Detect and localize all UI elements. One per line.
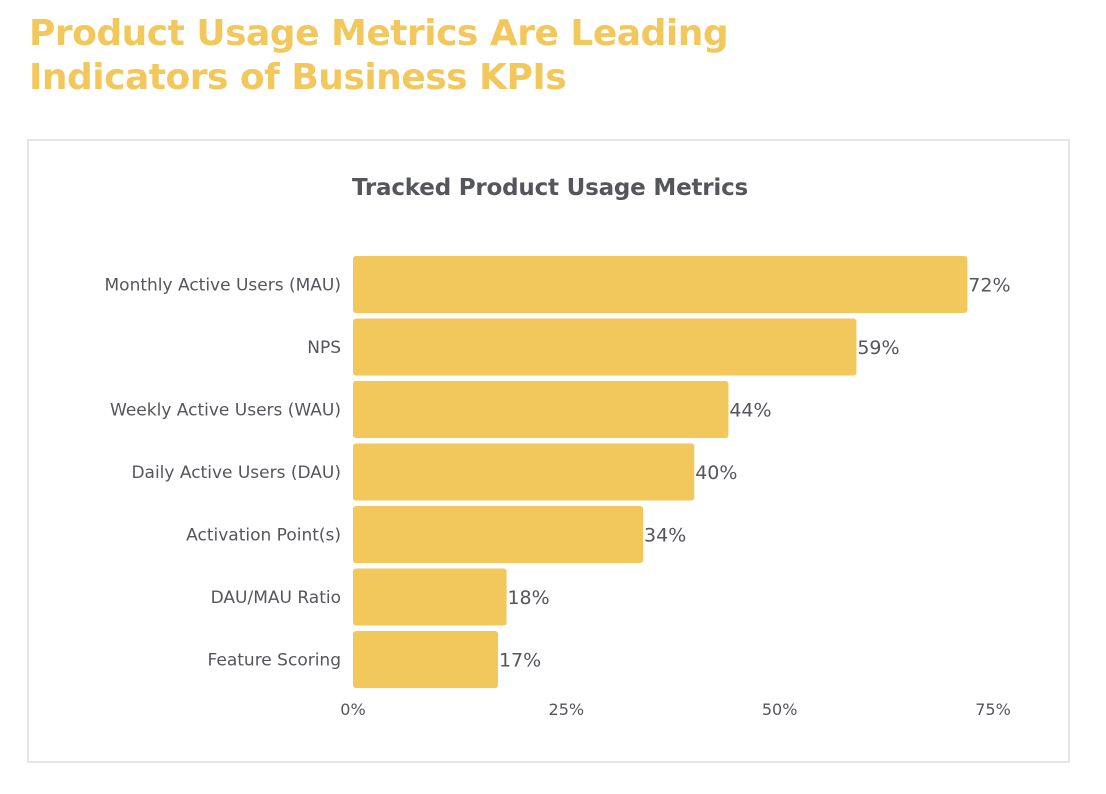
category-label: Daily Active Users (DAU) [131,463,341,483]
bar-1 [353,318,857,376]
headline: Product Usage Metrics Are Leading Indica… [29,13,729,98]
x-tick-label: 25% [549,700,585,719]
value-label: 40% [695,462,737,484]
value-label: 44% [729,400,771,422]
bar-0 [353,256,968,313]
bar-2 [353,381,729,438]
bar-4 [353,506,644,563]
value-label: 34% [644,525,686,547]
category-label: Weekly Active Users (WAU) [110,401,341,421]
value-label: 72% [968,275,1010,297]
category-label: Activation Point(s) [186,526,341,546]
bar-5 [353,568,507,626]
x-tick-label: 50% [762,700,798,719]
chart-title: Tracked Product Usage Metrics [351,175,749,201]
category-label: NPS [307,338,341,358]
category-label: DAU/MAU Ratio [211,588,341,608]
value-label: 18% [507,587,549,609]
category-label: Monthly Active Users (MAU) [105,276,341,296]
x-tick-label: 0% [340,700,365,719]
bar-6 [353,631,499,688]
bar-3 [353,443,695,501]
category-label: Feature Scoring [208,651,341,671]
x-tick-label: 75% [975,700,1011,719]
value-label: 59% [857,337,899,359]
value-label: 17% [499,650,541,672]
